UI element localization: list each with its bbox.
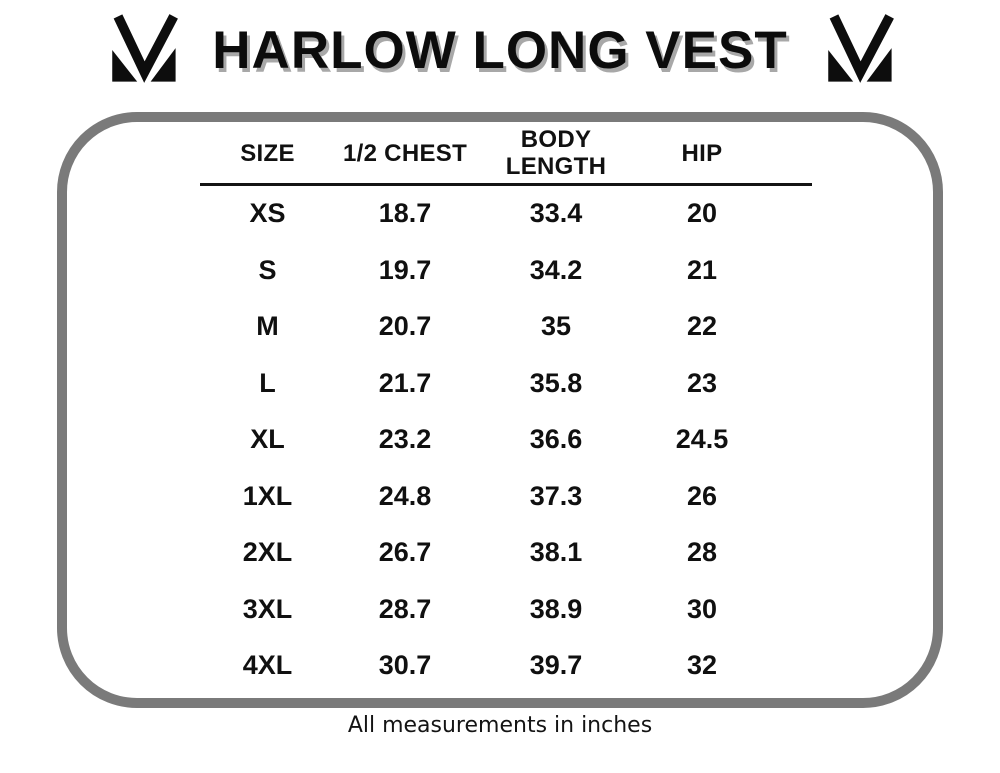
column-header-body-length: BODY LENGTH bbox=[505, 126, 607, 180]
half-chest-value: 21.7 bbox=[378, 367, 432, 398]
size-label: XL bbox=[250, 424, 285, 455]
hip-value: 21 bbox=[686, 254, 718, 285]
page-header: HARLOW LONG VEST bbox=[0, 14, 1000, 86]
body-length-value: 33.4 bbox=[529, 198, 583, 229]
hip-value: 26 bbox=[686, 480, 718, 511]
size-label: 2XL bbox=[242, 537, 293, 568]
body-length-value: 35.8 bbox=[529, 367, 583, 398]
half-chest-value: 26.7 bbox=[378, 537, 432, 568]
half-chest-value: 23.2 bbox=[378, 424, 432, 455]
hip-value: 32 bbox=[686, 650, 718, 681]
size-chart-table: SIZE 1/2 CHEST BODY LENGTH HIP XS 18.7 3… bbox=[200, 125, 812, 694]
hip-value: 24.5 bbox=[675, 424, 729, 455]
column-header-hip: HIP bbox=[681, 139, 723, 167]
hip-value: 30 bbox=[686, 593, 718, 624]
size-label: S bbox=[258, 254, 277, 285]
table-row-1xl: 1XL 24.8 37.3 26 bbox=[200, 468, 812, 525]
brand-m-logo-left-icon bbox=[112, 14, 179, 83]
size-label: XS bbox=[249, 198, 286, 229]
measurements-note: All measurements in inches bbox=[347, 713, 653, 738]
size-label: M bbox=[256, 311, 279, 342]
size-label: L bbox=[259, 367, 276, 398]
table-row-xs: XS 18.7 33.4 20 bbox=[200, 186, 812, 243]
body-length-value: 34.2 bbox=[529, 254, 583, 285]
table-row-m: M 20.7 35 22 bbox=[200, 299, 812, 356]
body-length-value: 38.9 bbox=[529, 593, 583, 624]
hip-value: 22 bbox=[686, 311, 718, 342]
header-underline bbox=[200, 183, 812, 186]
size-chart-frame bbox=[57, 112, 943, 708]
half-chest-value: 28.7 bbox=[378, 593, 432, 624]
body-length-value: 39.7 bbox=[529, 650, 583, 681]
size-label: 1XL bbox=[242, 480, 293, 511]
table-row-4xl: 4XL 30.7 39.7 32 bbox=[200, 638, 812, 695]
column-header-half-chest: 1/2 CHEST bbox=[342, 139, 468, 167]
page-title: HARLOW LONG VEST bbox=[212, 20, 788, 80]
table-row-s: S 19.7 34.2 21 bbox=[200, 242, 812, 299]
column-header-size: SIZE bbox=[240, 139, 295, 167]
table-row-2xl: 2XL 26.7 38.1 28 bbox=[200, 525, 812, 582]
hip-value: 28 bbox=[686, 537, 718, 568]
body-length-value: 36.6 bbox=[529, 424, 583, 455]
hip-value: 23 bbox=[686, 367, 718, 398]
hip-value: 20 bbox=[686, 198, 718, 229]
half-chest-value: 20.7 bbox=[378, 311, 432, 342]
brand-m-logo-right-icon bbox=[827, 14, 894, 83]
table-header-row: SIZE 1/2 CHEST BODY LENGTH HIP bbox=[200, 125, 812, 183]
body-length-value: 37.3 bbox=[529, 480, 583, 511]
body-length-value: 35 bbox=[540, 311, 572, 342]
table-row-xl: XL 23.2 36.6 24.5 bbox=[200, 412, 812, 469]
half-chest-value: 19.7 bbox=[378, 254, 432, 285]
table-row-3xl: 3XL 28.7 38.9 30 bbox=[200, 581, 812, 638]
size-label: 4XL bbox=[242, 650, 293, 681]
half-chest-value: 18.7 bbox=[378, 198, 432, 229]
body-length-value: 38.1 bbox=[529, 537, 583, 568]
half-chest-value: 24.8 bbox=[378, 480, 432, 511]
table-row-l: L 21.7 35.8 23 bbox=[200, 355, 812, 412]
size-label: 3XL bbox=[242, 593, 293, 624]
half-chest-value: 30.7 bbox=[378, 650, 432, 681]
